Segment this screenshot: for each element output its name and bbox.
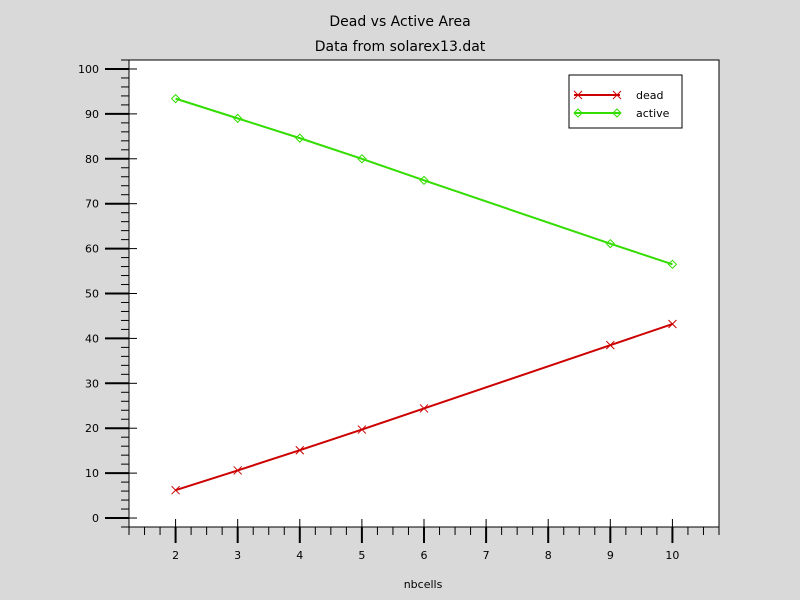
y-tick-label: 90 [85,108,99,121]
legend-marker-dead [612,90,622,100]
data-point-dead [357,425,367,434]
data-point-dead [233,466,243,475]
y-tick-label: 50 [85,288,99,301]
x-axis-label: nbcells [404,578,443,591]
y-tick-label: 60 [85,243,99,256]
data-point-dead [605,340,615,350]
y-tick-label: 80 [85,153,99,166]
plot-area [128,59,720,528]
x-tick-label: 2 [172,549,179,562]
x-tick-label: 9 [607,549,614,562]
y-tick-label: 0 [92,512,99,525]
legend-marker-dead [573,90,583,100]
legend-box [568,74,683,129]
data-point-dead [668,319,677,329]
data-point-active [667,259,678,270]
legend-marker-active [573,108,583,118]
y-tick-label: 20 [85,422,99,435]
data-point-active [295,133,305,143]
series-line-active [175,97,673,266]
data-point-active [605,238,616,249]
data-point-active [419,175,429,186]
data-point-dead [295,445,305,455]
data-point-active [170,93,181,104]
data-point-active [357,154,367,164]
y-tick-label: 70 [85,198,99,211]
data-point-dead [171,485,180,495]
x-tick-label: 5 [358,549,365,562]
x-axis: 2 3 4 5 6 7 8 9 10 [128,519,720,562]
x-tick-label: 7 [483,549,490,562]
x-tick-label: 4 [296,549,303,562]
chart-subtitle: Data from solarex13.dat [315,39,486,55]
series-layer [170,93,678,495]
y-tick-label: 10 [85,467,99,480]
legend-label-dead: dead [636,89,663,102]
x-tick-label: 3 [234,549,241,562]
x-tick-label: 8 [545,549,552,562]
y-tick-label: 30 [85,377,99,390]
legend-label-active: active [636,107,670,120]
legend: dead active [568,74,683,129]
x-tick-label: 6 [421,549,428,562]
legend-marker-active [612,108,622,118]
x-tick-label: 10 [665,549,679,562]
y-axis: 0 10 20 30 40 50 60 70 80 90 100 [78,59,137,528]
y-tick-label: 40 [85,332,99,345]
data-point-active [232,113,243,124]
data-point-dead [419,404,429,413]
chart-title: Dead vs Active Area [329,14,470,30]
y-tick-label: 100 [78,63,99,76]
